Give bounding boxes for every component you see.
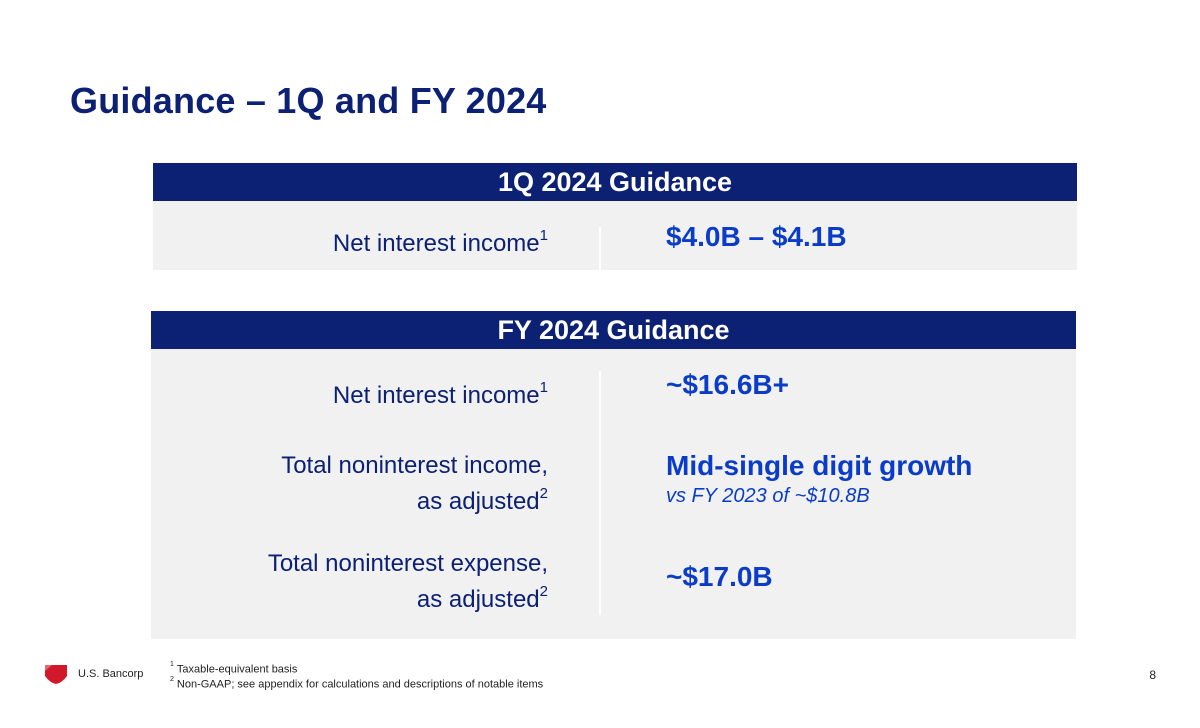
quarter-guidance-header: 1Q 2024 Guidance [153,163,1077,201]
year-nonint-expense-value: ~$17.0B [666,561,773,592]
year-nonint-income-subvalue: vs FY 2023 of ~$10.8B [666,485,870,507]
year-nonint-income-label: Total noninterest income, as adjusted2 [281,452,548,515]
bank-logo-icon [45,665,67,684]
quarter-nii-label: Net interest income1 [332,227,548,257]
quarter-divider [599,227,601,270]
footnote-1: 1 Taxable-equivalent basis [170,661,298,676]
year-nii-label: Net interest income1 [332,379,548,409]
year-nonint-expense-label: Total noninterest expense, as adjusted2 [267,550,548,613]
page-title: Guidance – 1Q and FY 2024 [70,80,547,121]
quarter-nii-value: $4.0B – $4.1B [666,221,847,252]
year-divider [599,371,601,615]
year-guidance-panel: FY 2024 Guidance Net interest income1 ~$… [151,311,1076,639]
year-nii-value: ~$16.6B+ [666,369,789,400]
quarter-guidance-panel: 1Q 2024 Guidance Net interest income1 $4… [153,163,1077,270]
footnote-2: 2 Non-GAAP; see appendix for calculations… [170,676,544,691]
page-number: 8 [1149,668,1156,682]
year-nonint-income-value: Mid-single digit growth [666,450,973,481]
year-guidance-header: FY 2024 Guidance [151,311,1076,349]
brand-name: U.S. Bancorp [78,668,144,680]
